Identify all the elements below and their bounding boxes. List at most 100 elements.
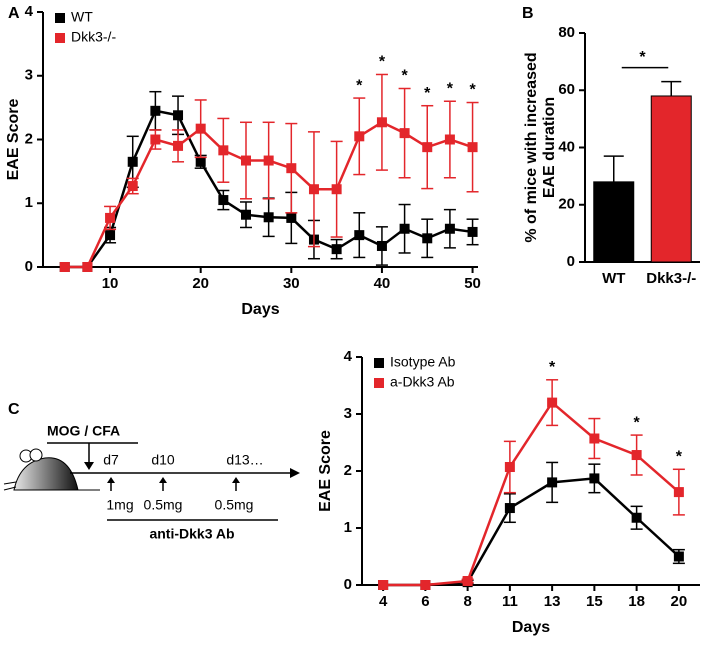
y-tick-label: 1 bbox=[344, 519, 352, 536]
x-tick-label: WT bbox=[602, 270, 625, 287]
mouse-ear bbox=[29, 448, 43, 462]
marker bbox=[82, 262, 93, 272]
significance-marker: * bbox=[549, 359, 556, 376]
whisker bbox=[3, 481, 17, 485]
dose-arrows bbox=[110, 480, 237, 491]
y-tick-label: 40 bbox=[558, 138, 575, 155]
marker bbox=[467, 226, 478, 237]
x-tick-label: 40 bbox=[374, 275, 391, 292]
marker bbox=[241, 209, 251, 220]
marker bbox=[631, 450, 642, 461]
marker bbox=[218, 195, 229, 206]
day-label: d13… bbox=[226, 452, 263, 468]
x-tick-label: 18 bbox=[628, 593, 645, 610]
x-tick-label: 30 bbox=[283, 275, 300, 292]
y-tick-label: 0 bbox=[344, 576, 352, 593]
marker bbox=[547, 397, 558, 408]
marker bbox=[195, 123, 206, 134]
y-axis-label: EAE Score bbox=[5, 98, 22, 180]
significance-marker: * bbox=[424, 85, 431, 102]
marker bbox=[378, 580, 389, 590]
series bbox=[378, 379, 685, 590]
marker bbox=[105, 212, 116, 223]
significance-marker: * bbox=[639, 49, 646, 66]
legend-swatch bbox=[55, 13, 65, 23]
dose-label: 1mg bbox=[106, 497, 133, 513]
significance-marker: * bbox=[634, 414, 641, 431]
y-tick-label: 2 bbox=[344, 462, 352, 479]
x-tick-label: 11 bbox=[502, 593, 518, 610]
mouse-icon bbox=[13, 457, 79, 491]
series-line bbox=[383, 400, 680, 587]
y-tick-label: 60 bbox=[558, 81, 575, 98]
marker bbox=[263, 212, 274, 223]
panel-label: A bbox=[8, 5, 20, 22]
marker bbox=[173, 140, 184, 151]
day-label: d7 bbox=[103, 452, 119, 468]
series bbox=[59, 73, 479, 272]
marker bbox=[673, 551, 684, 562]
y-tick-label: 0 bbox=[567, 253, 575, 270]
marker bbox=[331, 244, 342, 255]
marker bbox=[467, 142, 478, 153]
marker bbox=[547, 477, 558, 488]
x-tick-label: 4 bbox=[379, 593, 388, 610]
y-tick-label: 0 bbox=[25, 258, 33, 275]
significance-marker: * bbox=[401, 68, 408, 85]
series-line bbox=[383, 477, 680, 587]
legend-label: WT bbox=[71, 9, 93, 25]
y-tick-label: 4 bbox=[25, 3, 34, 20]
x-axis-label: Days bbox=[512, 619, 550, 636]
marker bbox=[376, 117, 387, 128]
significance-marker: * bbox=[447, 80, 454, 97]
x-tick-label: 20 bbox=[192, 275, 209, 292]
y-axis-label: EAE duration bbox=[541, 97, 558, 198]
panel-label: C bbox=[8, 401, 20, 418]
marker bbox=[504, 503, 515, 514]
marker bbox=[59, 262, 70, 272]
y-axis-label: % of mice with increased bbox=[523, 52, 540, 242]
y-axis-label: EAE Score bbox=[317, 430, 334, 512]
dose-label: 0.5mg bbox=[215, 497, 254, 513]
marker bbox=[105, 230, 116, 241]
x-tick-label: 50 bbox=[464, 275, 481, 292]
day-label: d10 bbox=[151, 452, 175, 468]
legend-label: Dkk3-/- bbox=[71, 29, 116, 45]
y-tick-label: 1 bbox=[25, 194, 33, 211]
arrowheads bbox=[107, 477, 240, 483]
marker bbox=[504, 462, 515, 473]
x-tick-label: 6 bbox=[421, 593, 429, 610]
significance-marker: * bbox=[356, 77, 363, 94]
y-tick-label: 2 bbox=[25, 130, 33, 147]
bar bbox=[650, 95, 692, 263]
marker bbox=[376, 240, 387, 251]
y-tick-label: 3 bbox=[344, 405, 352, 422]
y-tick-label: 3 bbox=[25, 67, 33, 84]
marker bbox=[286, 163, 297, 174]
x-tick-label: 8 bbox=[463, 593, 471, 610]
marker bbox=[263, 155, 274, 166]
marker bbox=[422, 233, 433, 244]
marker bbox=[286, 212, 297, 223]
significance-marker: * bbox=[469, 82, 476, 99]
marker bbox=[444, 134, 455, 145]
series bbox=[378, 461, 685, 590]
x-tick-label: 15 bbox=[586, 593, 603, 610]
legend-swatch bbox=[374, 358, 384, 368]
marker bbox=[173, 110, 184, 121]
y-tick-label: 20 bbox=[558, 196, 575, 213]
marker bbox=[241, 155, 251, 166]
y-tick-label: 4 bbox=[344, 348, 353, 365]
bar bbox=[593, 181, 635, 263]
arrowhead bbox=[84, 462, 94, 470]
marker bbox=[673, 487, 684, 498]
marker bbox=[589, 473, 600, 484]
legend-swatch bbox=[55, 33, 65, 43]
arrowhead bbox=[290, 468, 300, 478]
marker bbox=[308, 184, 319, 195]
whisker bbox=[3, 486, 17, 491]
marker bbox=[631, 512, 642, 523]
marker bbox=[218, 145, 229, 156]
marker bbox=[127, 156, 138, 167]
